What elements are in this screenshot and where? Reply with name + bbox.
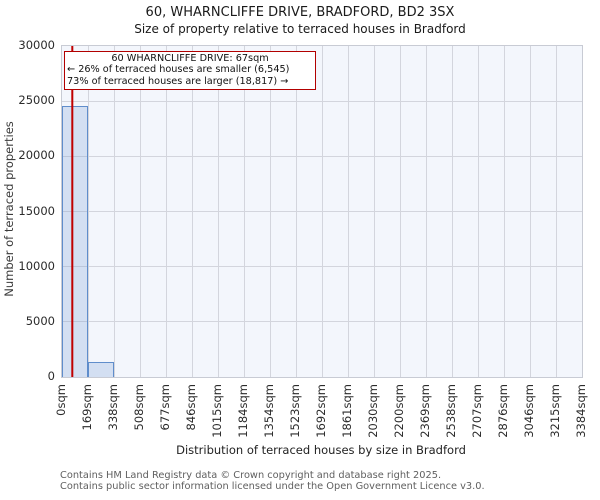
annotation-property-size: 60 WHARNCLIFFE DRIVE: 67sqm [111, 53, 269, 64]
x-tick-label: 846sqm [184, 384, 198, 431]
histogram-bar [62, 106, 88, 377]
horizontal-gridline [62, 155, 582, 157]
horizontal-gridline [62, 211, 582, 212]
attribution-footer: Contains HM Land Registry data © Crown c… [60, 470, 485, 492]
y-tick-label: 20000 [18, 148, 55, 163]
x-tick-label: 1861sqm [340, 384, 354, 438]
x-tick-label: 2030sqm [366, 384, 380, 438]
x-tick-label: 1523sqm [288, 384, 302, 438]
x-tick-label: 0sqm [54, 384, 68, 416]
y-tick-label: 0 [47, 369, 55, 383]
x-tick-label: 1692sqm [314, 384, 328, 438]
x-tick-label: 2538sqm [444, 384, 458, 438]
x-tick-label: 1015sqm [210, 384, 224, 438]
horizontal-gridline [62, 266, 582, 268]
x-tick-label: 508sqm [132, 384, 146, 431]
x-tick-label: 1184sqm [236, 384, 250, 438]
x-tick-label: 169sqm [80, 384, 94, 431]
horizontal-gridline [62, 100, 582, 102]
x-tick-label: 3384sqm [574, 384, 588, 438]
x-tick-label: 2200sqm [392, 384, 406, 438]
annotation-larger-stat: 73% of terraced houses are larger (18,81… [67, 75, 289, 87]
histogram-bar [88, 361, 114, 377]
annotation-box: 60 WHARNCLIFFE DRIVE: 67sqm ← 26% of ter… [64, 51, 316, 91]
y-tick-label: 5000 [25, 313, 55, 328]
footer-line-hmlr: Contains HM Land Registry data © Crown c… [60, 470, 442, 481]
footer-line-ogl: Contains public sector information licen… [60, 480, 485, 492]
y-tick-label: 15000 [18, 203, 55, 218]
x-tick-label: 677sqm [158, 384, 172, 431]
x-tick-label: 2369sqm [418, 384, 432, 438]
x-tick-label: 2876sqm [496, 384, 510, 438]
x-tick-label: 338sqm [106, 384, 120, 431]
y-tick-label: 10000 [18, 258, 55, 273]
chart-subtitle: Size of property relative to terraced ho… [134, 22, 466, 36]
property-marker-line [71, 46, 73, 377]
annotation-smaller-stat: ← 26% of terraced houses are smaller (6,… [67, 64, 290, 76]
x-tick-label: 1354sqm [262, 384, 276, 438]
y-tick-label: 25000 [18, 93, 55, 108]
x-tick-label: 2707sqm [470, 384, 484, 438]
x-tick-label: 3215sqm [548, 384, 562, 438]
x-tick-label: 3046sqm [522, 384, 536, 438]
plot-area [61, 45, 583, 378]
y-tick-label: 30000 [18, 38, 55, 52]
x-axis-label: Distribution of terraced houses by size … [176, 443, 466, 457]
horizontal-gridline [62, 321, 582, 323]
chart-title: 60, WHARNCLIFFE DRIVE, BRADFORD, BD2 3SX [145, 5, 455, 20]
